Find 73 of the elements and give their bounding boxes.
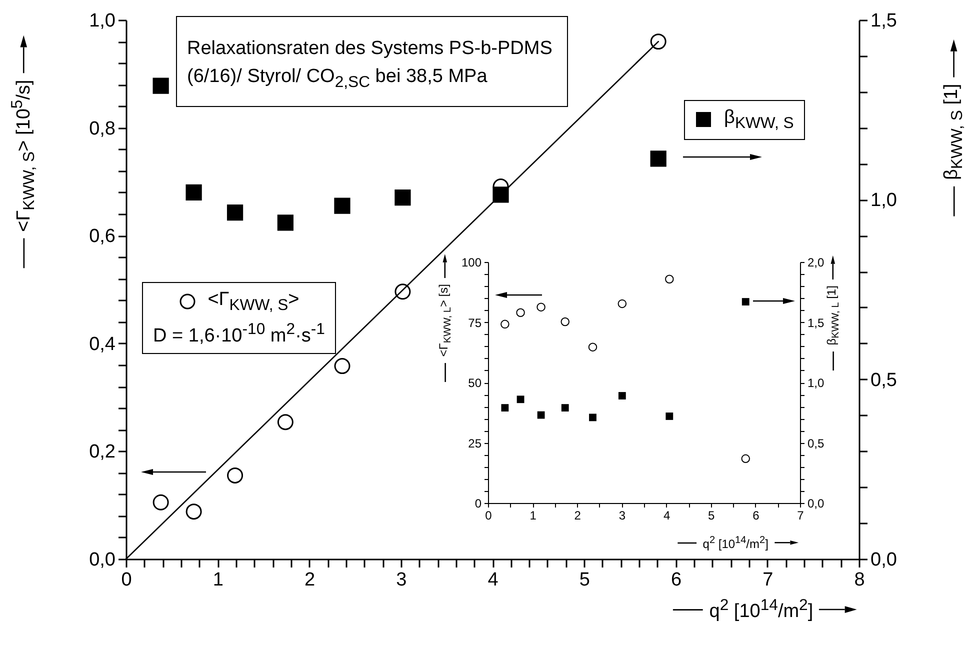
y2-tick-label: 0,0 bbox=[808, 496, 825, 510]
legend-label: <Γ$_{KWW, S}$> bbox=[208, 289, 300, 315]
x-tick-label: 6 bbox=[670, 570, 682, 590]
y2-tick-label: 1,0 bbox=[808, 376, 825, 390]
point bbox=[650, 150, 666, 167]
y-tick-label: 0,4 bbox=[89, 334, 116, 355]
y2-tick-label: 1,0 bbox=[870, 190, 897, 212]
text: Relaxationsraten des Systems PS-b-PDMS (6/16)/ Styrol/ CO$_{2,SC}$ bei 38,5 MPa bbox=[176, 16, 568, 108]
point bbox=[536, 302, 546, 312]
y2-tick-label: 0,5 bbox=[808, 436, 825, 450]
y2-tick-label: 2,0 bbox=[808, 256, 825, 270]
point bbox=[561, 404, 569, 412]
x-tick-label: 8 bbox=[854, 570, 865, 590]
y2-tick-label: 1,5 bbox=[870, 10, 897, 32]
point bbox=[516, 308, 525, 317]
point bbox=[560, 317, 570, 326]
point bbox=[618, 392, 626, 400]
point bbox=[650, 34, 666, 50]
x-tick-label: 2 bbox=[574, 508, 582, 522]
x-tick-label: 6 bbox=[752, 508, 760, 522]
x-tick-label: 2 bbox=[304, 570, 316, 590]
x-tick-label: 0 bbox=[485, 508, 492, 522]
x-tick-label: 1 bbox=[212, 570, 224, 590]
y-tick-label: 50 bbox=[468, 376, 482, 390]
x-tick-label: 7 bbox=[762, 570, 774, 590]
point bbox=[152, 78, 169, 94]
point bbox=[500, 320, 510, 329]
y-tick-label: 100 bbox=[461, 256, 482, 270]
point bbox=[618, 299, 627, 308]
point bbox=[394, 189, 411, 206]
y2-tick-label: 0,0 bbox=[870, 550, 897, 570]
point bbox=[186, 184, 202, 201]
y-tick-label: 0 bbox=[474, 496, 482, 510]
point bbox=[492, 186, 509, 203]
x-tick-label: 4 bbox=[663, 508, 670, 522]
legend-label: β$_{KWW, S}$ bbox=[724, 107, 794, 133]
point bbox=[741, 454, 750, 464]
x-tick-label: 3 bbox=[396, 570, 407, 590]
point bbox=[742, 298, 750, 306]
x-tick-label: 5 bbox=[708, 508, 716, 522]
y-tick-label: 0,8 bbox=[89, 118, 116, 140]
point bbox=[152, 494, 169, 510]
point bbox=[665, 274, 674, 284]
x-tick-label: 7 bbox=[797, 508, 804, 522]
annotation: D = 1,6·10$^{-10}$ m$^{2}$·s$^{-1}$ bbox=[153, 320, 325, 348]
point bbox=[501, 404, 509, 412]
point bbox=[589, 414, 596, 422]
x-tick-label: 1 bbox=[530, 508, 537, 522]
y2-tick-label: 1,5 bbox=[808, 316, 825, 330]
point bbox=[394, 284, 411, 300]
point bbox=[334, 198, 350, 214]
x-tick-label: 3 bbox=[618, 508, 626, 522]
y-tick-label: 0,2 bbox=[89, 442, 116, 463]
point bbox=[666, 412, 674, 420]
y-tick-label: 0,6 bbox=[89, 226, 116, 248]
y-tick-label: 0,0 bbox=[89, 550, 116, 570]
x-axis-title: q$^{2}$ [10$^{14}$/m$^{2}$] bbox=[702, 535, 768, 551]
x-axis-title: q$^{2}$ [10$^{14}$/m$^{2}$] bbox=[709, 596, 814, 624]
point bbox=[227, 467, 244, 484]
y-tick-label: 75 bbox=[468, 316, 482, 330]
point bbox=[186, 504, 202, 520]
x-tick-label: 5 bbox=[579, 570, 590, 590]
point bbox=[226, 204, 244, 221]
y2-tick-label: 0,5 bbox=[870, 370, 897, 391]
point bbox=[277, 414, 294, 430]
y-tick-label: 25 bbox=[468, 436, 482, 450]
point bbox=[516, 396, 524, 404]
x-tick-label: 0 bbox=[121, 570, 132, 590]
point bbox=[334, 358, 350, 374]
point bbox=[277, 214, 294, 231]
point bbox=[588, 342, 598, 352]
y-tick-label: 1,0 bbox=[89, 10, 116, 32]
x-tick-label: 4 bbox=[488, 570, 499, 590]
